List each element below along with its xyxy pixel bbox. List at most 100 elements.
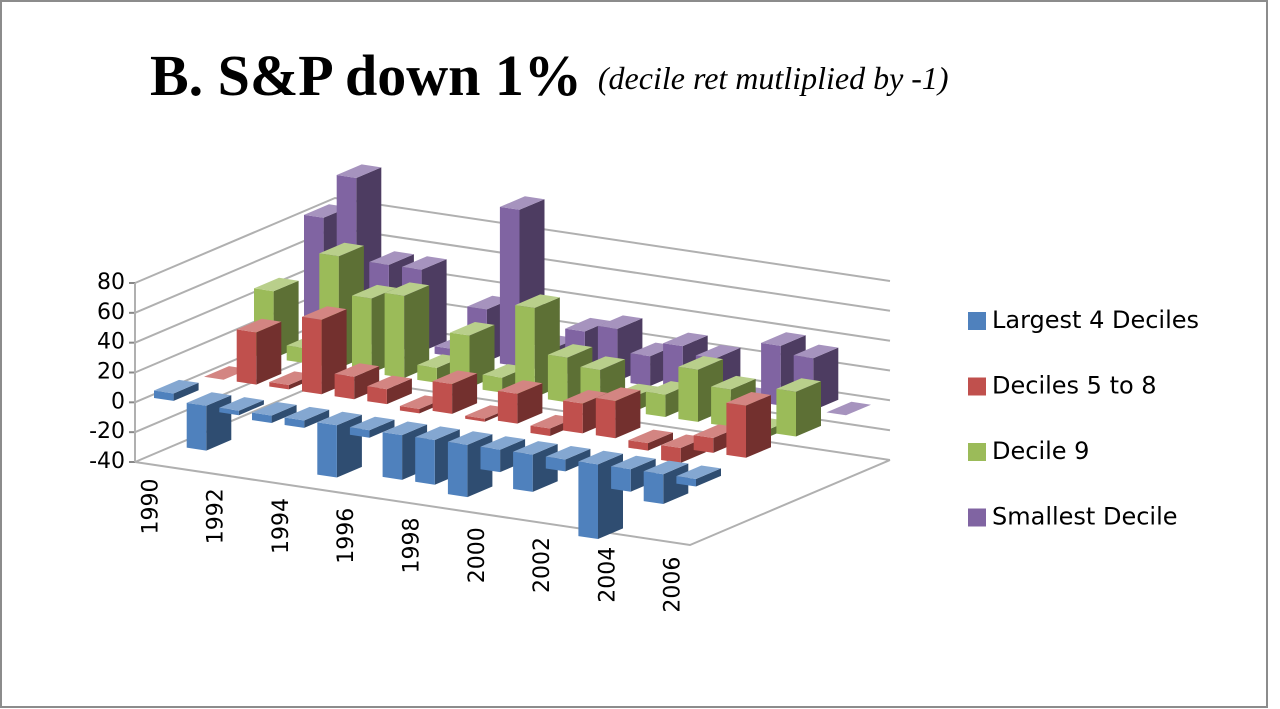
- bar-front: [676, 476, 696, 487]
- bar-top: [284, 406, 330, 421]
- bar: [497, 380, 543, 424]
- bar: [447, 431, 493, 498]
- bar-front: [545, 456, 566, 472]
- x-tick-label: 2002: [530, 537, 555, 593]
- bar-top: [319, 242, 364, 257]
- bar-front: [399, 406, 420, 414]
- bar-front: [334, 373, 355, 400]
- bar: [367, 375, 412, 405]
- bar-top: [369, 251, 414, 265]
- bar-top: [349, 416, 395, 431]
- bar-front: [367, 386, 387, 405]
- bar-front: [630, 353, 651, 386]
- title-text: B. S&P down 1%: [150, 43, 582, 108]
- bar-top: [563, 390, 608, 404]
- bar-side: [256, 321, 282, 385]
- bar-front: [349, 427, 370, 438]
- legend-label: Smallest Decile: [992, 503, 1178, 531]
- bar-top: [695, 344, 741, 359]
- bar-side: [404, 285, 430, 378]
- bar-top: [254, 277, 299, 292]
- legend-swatch: [968, 377, 986, 396]
- bar-top: [432, 370, 478, 384]
- legend-label: Largest 4 Deciles: [992, 306, 1199, 334]
- bar-side: [696, 468, 721, 487]
- bar: [776, 378, 821, 437]
- bar-top: [219, 397, 264, 411]
- bar-front: [284, 417, 305, 428]
- bar: [219, 397, 264, 416]
- bar-top: [761, 332, 806, 346]
- grid-line: [134, 196, 891, 284]
- bar-side: [565, 448, 591, 472]
- bar-front: [645, 391, 666, 417]
- bar-front: [219, 407, 239, 416]
- bar-side: [746, 395, 771, 458]
- bar-top: [565, 317, 610, 332]
- bar-top: [480, 436, 526, 450]
- bar-top: [302, 306, 347, 320]
- x-tick-label: 1990: [138, 478, 163, 534]
- bar-front: [611, 466, 631, 492]
- bar-front: [417, 365, 437, 383]
- y-tick-label: -40: [89, 449, 125, 474]
- bar-side: [173, 382, 199, 401]
- y-tick-label: 0: [111, 389, 125, 414]
- bar: [545, 446, 591, 472]
- bar-top: [449, 322, 495, 336]
- bar: [643, 460, 689, 504]
- bar-front: [434, 346, 455, 357]
- legend: Largest 4 Deciles Deciles 5 to 8 Decile 9 S…: [968, 306, 1199, 531]
- bar-top: [611, 455, 656, 470]
- bar: [384, 282, 430, 378]
- bar: [252, 402, 297, 423]
- bar-front: [578, 461, 598, 539]
- bar-side: [648, 432, 673, 451]
- bar-top: [628, 429, 673, 444]
- bar: [578, 450, 623, 539]
- bar-top: [793, 344, 839, 359]
- bar-side: [369, 419, 395, 438]
- subtitle-text: (decile ret mutliplied by -1): [598, 60, 949, 96]
- bar-front: [302, 316, 322, 395]
- bar-front: [482, 374, 503, 393]
- bar-top: [545, 446, 591, 460]
- bar-top: [663, 332, 708, 347]
- bar-front: [530, 425, 551, 436]
- floor-edge: [134, 459, 891, 547]
- bar-front: [317, 422, 337, 478]
- bar-top: [578, 450, 623, 465]
- chart-title: B. S&P down 1% (decile ret mutliplied by …: [150, 43, 949, 108]
- bar-top: [711, 375, 756, 390]
- bar-side: [615, 390, 641, 439]
- legend-swatch: [968, 508, 986, 527]
- bar-top: [595, 387, 641, 401]
- bar-top: [252, 402, 297, 416]
- bar-front: [513, 451, 533, 492]
- bar-front: [236, 329, 257, 385]
- bar-top: [367, 375, 412, 390]
- legend-swatch: [968, 443, 986, 461]
- bar: [317, 411, 362, 478]
- x-tick-label: 2000: [465, 527, 490, 583]
- legend-label: Deciles 5 to 8: [992, 372, 1157, 400]
- bar-front: [711, 386, 731, 427]
- bar-front: [515, 305, 535, 398]
- bar-front: [154, 390, 174, 401]
- bar-front: [465, 415, 485, 422]
- bar-top: [676, 465, 721, 479]
- y-tick-label: 20: [97, 360, 125, 385]
- y-tick-label: 40: [97, 330, 125, 355]
- bar-top: [236, 318, 282, 333]
- bar-front: [480, 446, 501, 473]
- bar-front: [269, 382, 289, 390]
- x-tick-label: 1994: [269, 498, 294, 554]
- bar-side: [271, 404, 297, 423]
- bar-top: [497, 380, 543, 394]
- bar: [826, 401, 871, 416]
- bar-top: [499, 196, 545, 210]
- bar-top: [336, 164, 382, 178]
- x-tick-label: 1998: [400, 518, 425, 574]
- bar-front: [286, 345, 307, 364]
- x-tick-label: 2004: [595, 547, 620, 603]
